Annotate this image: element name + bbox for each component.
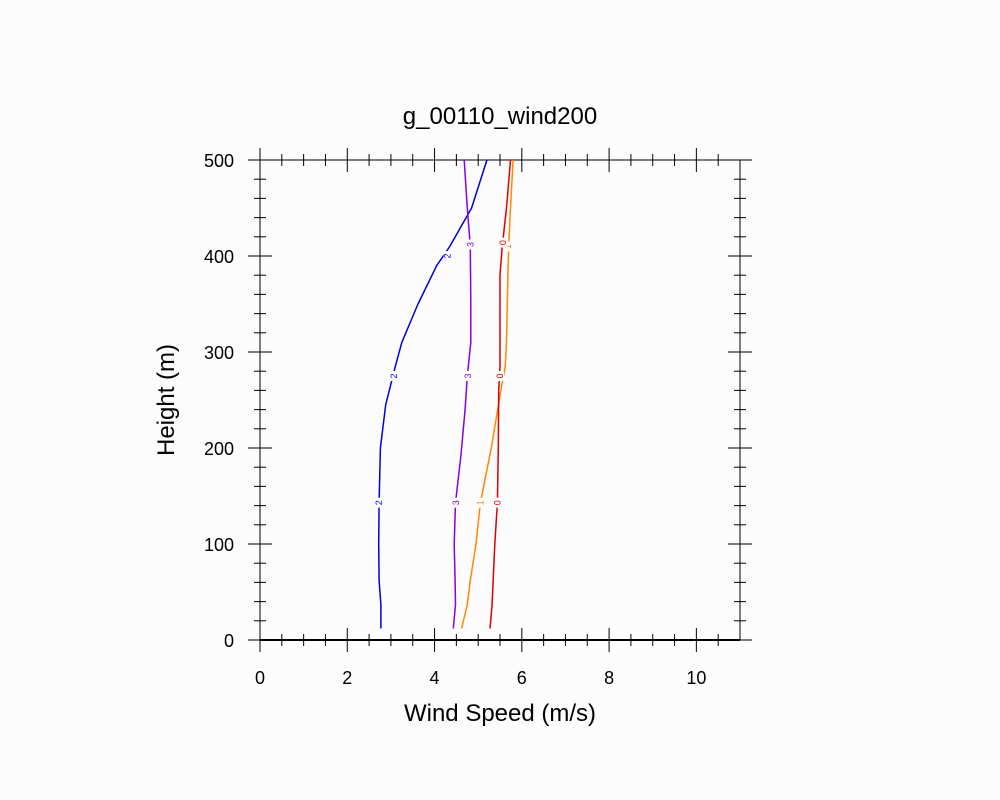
- y-axis-label: Height (m): [153, 344, 180, 456]
- line-label-bg: [476, 497, 485, 508]
- line-label-bg: [375, 497, 384, 508]
- line-label-bg: [496, 371, 504, 381]
- line-label-bg: [451, 497, 460, 508]
- line-label: 0: [495, 373, 505, 378]
- x-tick-label: 2: [342, 668, 352, 688]
- line-label: 3: [451, 500, 461, 505]
- line-label-bg: [443, 251, 452, 261]
- line-label: 0: [492, 500, 502, 505]
- line-label-bg: [466, 239, 475, 250]
- x-tick-label: 10: [686, 668, 706, 688]
- line-label-bg: [493, 497, 502, 508]
- line-label-bg: [503, 241, 512, 252]
- line-label: 1: [503, 244, 513, 249]
- x-tick-label: 0: [255, 668, 265, 688]
- series-line-3: [452, 159, 472, 629]
- x-tick-label: 6: [517, 668, 527, 688]
- y-tick-label: 0: [224, 631, 234, 651]
- line-label: 2: [374, 500, 384, 505]
- y-tick-label: 200: [204, 439, 234, 459]
- line-label: 3: [465, 242, 475, 247]
- y-tick-label: 100: [204, 535, 234, 555]
- chart-title: g_00110_wind200: [403, 103, 597, 130]
- line-label-bg: [499, 237, 508, 248]
- line-label: 3: [463, 373, 473, 378]
- line-label: 1: [475, 500, 485, 505]
- line-label-bg: [464, 371, 473, 381]
- x-tick-label: 4: [430, 668, 440, 688]
- line-label: 0: [498, 240, 508, 245]
- series-line-2: [377, 159, 488, 629]
- y-tick-label: 500: [204, 151, 234, 171]
- y-tick-label: 300: [204, 343, 234, 363]
- line-label-bg: [389, 371, 398, 381]
- x-tick-label: 8: [604, 668, 614, 688]
- line-label: 2: [443, 253, 453, 258]
- line-label: 2: [389, 373, 399, 378]
- x-axis-label: Wind Speed (m/s): [404, 700, 596, 727]
- y-tick-label: 400: [204, 247, 234, 267]
